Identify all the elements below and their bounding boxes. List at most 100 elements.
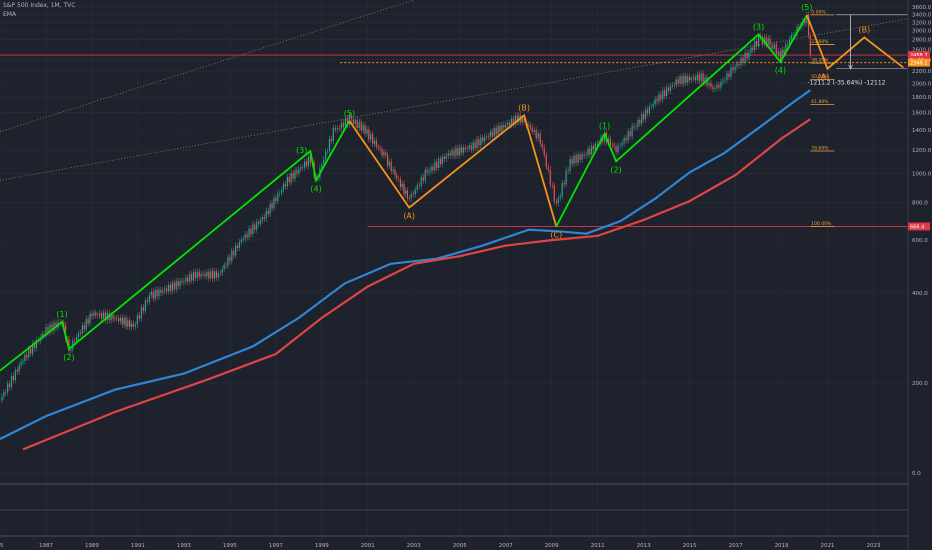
y-tick-label: 400.0 (912, 291, 928, 297)
candle-body (219, 272, 221, 274)
candle-body (388, 161, 391, 166)
candle-body (493, 127, 495, 137)
candle-body (533, 129, 535, 132)
candle-body (305, 161, 308, 166)
candle-body (627, 131, 629, 141)
y-tick-label: 800.0 (912, 201, 928, 207)
candle-body (118, 318, 120, 322)
candle-body (290, 172, 292, 183)
wave-label: (3) (753, 22, 764, 31)
time-axis[interactable]: 85 1987 1989 1991 1993 1995 1997 1999 2001 2003 20… (0, 543, 881, 549)
candle-body (464, 147, 467, 150)
wave-label: (A) (818, 73, 830, 82)
candle-body (372, 134, 374, 144)
candle-body (579, 154, 581, 160)
candle-body (724, 79, 726, 81)
candle-body (611, 144, 613, 146)
candle-body (370, 134, 372, 140)
fib-level-label: 61.80% (811, 99, 829, 105)
candle-body (254, 224, 256, 230)
indicator-label[interactable]: EMA (3, 11, 17, 18)
candle-body (30, 348, 32, 354)
candle-body (156, 290, 158, 297)
fib-level-label: 100.00% (811, 221, 832, 227)
candle-body (110, 314, 112, 321)
candle-body (698, 74, 700, 82)
candle-body (286, 176, 288, 187)
candle-body (648, 106, 650, 114)
candle-body (136, 315, 138, 325)
elliott-waves: (1) (2) (3) (4) (5) (A) (B) (C) (1) (2) (3) (4) (5) (… (0, 3, 904, 372)
candle-body (765, 37, 767, 46)
price-label-box (908, 58, 930, 67)
candle-body (18, 365, 20, 372)
candle-body (740, 57, 742, 66)
candle-body (377, 146, 379, 148)
candle-body (773, 44, 775, 49)
candle-body (485, 136, 488, 138)
price-label-text: 2348.2 (910, 61, 928, 67)
candle-body (652, 103, 654, 107)
x-tick-label: 2019 (775, 543, 789, 549)
candle-body (777, 51, 779, 55)
symbol-title: S&P 500 Index, 1M, TVC (3, 2, 76, 9)
wave-label: (C) (550, 231, 562, 240)
candle-body (405, 190, 407, 195)
candle-body (718, 84, 720, 88)
candle-body (277, 193, 279, 202)
candle-body (744, 52, 746, 63)
candle-body (271, 203, 273, 209)
candle-body (461, 147, 463, 153)
candle-body (173, 282, 175, 290)
candle-body (660, 94, 662, 100)
candle-body (569, 158, 571, 171)
x-tick-label: 1987 (39, 543, 53, 549)
candle-body (623, 138, 625, 144)
candle-body (138, 315, 140, 319)
candle-body (26, 354, 28, 358)
candle-body (130, 323, 133, 328)
candle-body (85, 318, 87, 330)
candle-body (685, 75, 687, 83)
candle-body (499, 125, 501, 132)
candle-body (641, 114, 643, 124)
wave-label: (2) (63, 353, 74, 362)
candle-body (675, 79, 677, 86)
candle-body (752, 47, 754, 50)
candle-body (603, 132, 606, 142)
candle-body (406, 190, 409, 199)
candle-body (326, 150, 329, 152)
candle-body (181, 280, 183, 283)
candle-body (692, 77, 695, 79)
wave-label: (5) (344, 109, 355, 118)
candle-body (468, 145, 470, 149)
price-axis[interactable]: 3600.03400.03200.03000.02800.02600.02400… (907, 0, 932, 550)
measure-arrow (848, 64, 853, 70)
candle-body (687, 76, 689, 83)
fib-level-label: 0.00% (811, 9, 826, 15)
y-tick-label: 2200.0 (912, 69, 932, 75)
candle-body (545, 154, 547, 167)
price-label-text: 666.4 (910, 224, 924, 230)
wave-label: (2) (610, 165, 621, 174)
candle-body (434, 162, 436, 171)
fib-level-label: 78.60% (811, 146, 829, 152)
candle-body (607, 138, 609, 143)
candle-body (609, 138, 611, 145)
candle-body (716, 84, 718, 89)
candle-body (340, 122, 342, 129)
candle-body (152, 291, 154, 299)
candle-body (615, 146, 617, 153)
candle-body (547, 166, 549, 170)
candle-body (462, 147, 465, 153)
y-tick-label: 3200.0 (912, 20, 932, 26)
candle-body (102, 312, 105, 319)
candle-body (451, 150, 453, 156)
y-tick-label: 3400.0 (912, 12, 932, 18)
candle-body (489, 131, 491, 138)
candle-body (192, 271, 195, 281)
candle-body (12, 375, 15, 381)
x-tick-label: 2013 (637, 543, 651, 549)
wave-label: (A) (403, 212, 415, 221)
